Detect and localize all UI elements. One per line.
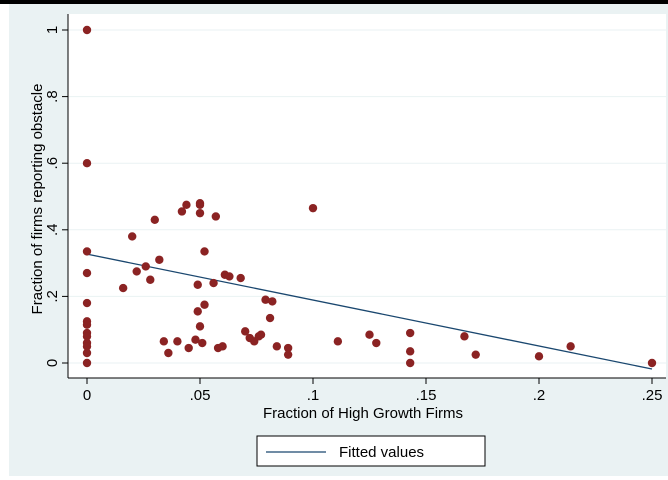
data-point-34 [200, 247, 208, 255]
data-point-22 [173, 337, 181, 345]
data-point-28 [194, 281, 202, 289]
y-tick-label-2: .4 [44, 224, 61, 237]
legend-label-fitted-values: Fitted values [339, 444, 424, 461]
plot-area [68, 14, 666, 378]
data-point-47 [257, 330, 265, 338]
data-point-54 [309, 204, 317, 212]
data-point-61 [460, 332, 468, 340]
data-point-53 [284, 344, 292, 352]
data-point-18 [151, 216, 159, 224]
data-point-19 [155, 256, 163, 264]
x-tick-label-0: 0 [83, 387, 91, 404]
data-point-51 [273, 342, 281, 350]
data-point-21 [164, 349, 172, 357]
data-point-14 [128, 232, 136, 240]
data-point-27 [194, 307, 202, 315]
data-point-55 [334, 337, 342, 345]
data-point-63 [535, 352, 543, 360]
data-point-17 [146, 276, 154, 284]
data-point-31 [196, 209, 204, 217]
x-tick-label-4: .2 [533, 387, 546, 404]
data-point-50 [268, 297, 276, 305]
data-point-65 [648, 359, 656, 367]
x-axis-label: Fraction of High Growth Firms [263, 405, 463, 422]
data-point-39 [218, 342, 226, 350]
data-point-25 [185, 344, 193, 352]
data-point-15 [133, 267, 141, 275]
data-point-56 [365, 330, 373, 338]
x-tick-label-2: .1 [307, 387, 320, 404]
legend: Fitted values [257, 436, 485, 466]
data-point-24 [182, 201, 190, 209]
data-point-35 [200, 301, 208, 309]
x-tick-label-3: .15 [416, 387, 437, 404]
x-tick-label-5: .25 [642, 387, 663, 404]
data-point-1 [83, 159, 91, 167]
data-point-32 [196, 322, 204, 330]
data-point-60 [406, 359, 414, 367]
data-point-57 [372, 339, 380, 347]
y-tick-label-1: .2 [44, 290, 61, 303]
data-point-37 [212, 212, 220, 220]
data-point-41 [225, 272, 233, 280]
data-point-62 [472, 350, 480, 358]
data-point-42 [236, 274, 244, 282]
data-point-11 [83, 349, 91, 357]
data-point-58 [406, 329, 414, 337]
data-point-13 [119, 284, 127, 292]
y-tick-label-0: 0 [44, 359, 61, 367]
data-point-0 [83, 26, 91, 34]
data-point-3 [83, 269, 91, 277]
data-point-12 [83, 359, 91, 367]
data-point-64 [566, 342, 574, 350]
data-point-4 [83, 299, 91, 307]
y-tick-label-4: .8 [44, 90, 61, 103]
data-point-2 [83, 247, 91, 255]
data-point-49 [266, 314, 274, 322]
y-tick-label-3: .6 [44, 157, 61, 170]
data-point-36 [209, 279, 217, 287]
data-point-59 [406, 347, 414, 355]
y-tick-label-5: 1 [44, 26, 61, 34]
data-point-33 [198, 339, 206, 347]
x-tick-label-1: .05 [190, 387, 211, 404]
data-point-30 [196, 201, 204, 209]
data-point-16 [142, 262, 150, 270]
data-point-6 [83, 321, 91, 329]
y-axis-label: Fraction of firms reporting obstacle [29, 84, 46, 315]
data-point-20 [160, 337, 168, 345]
